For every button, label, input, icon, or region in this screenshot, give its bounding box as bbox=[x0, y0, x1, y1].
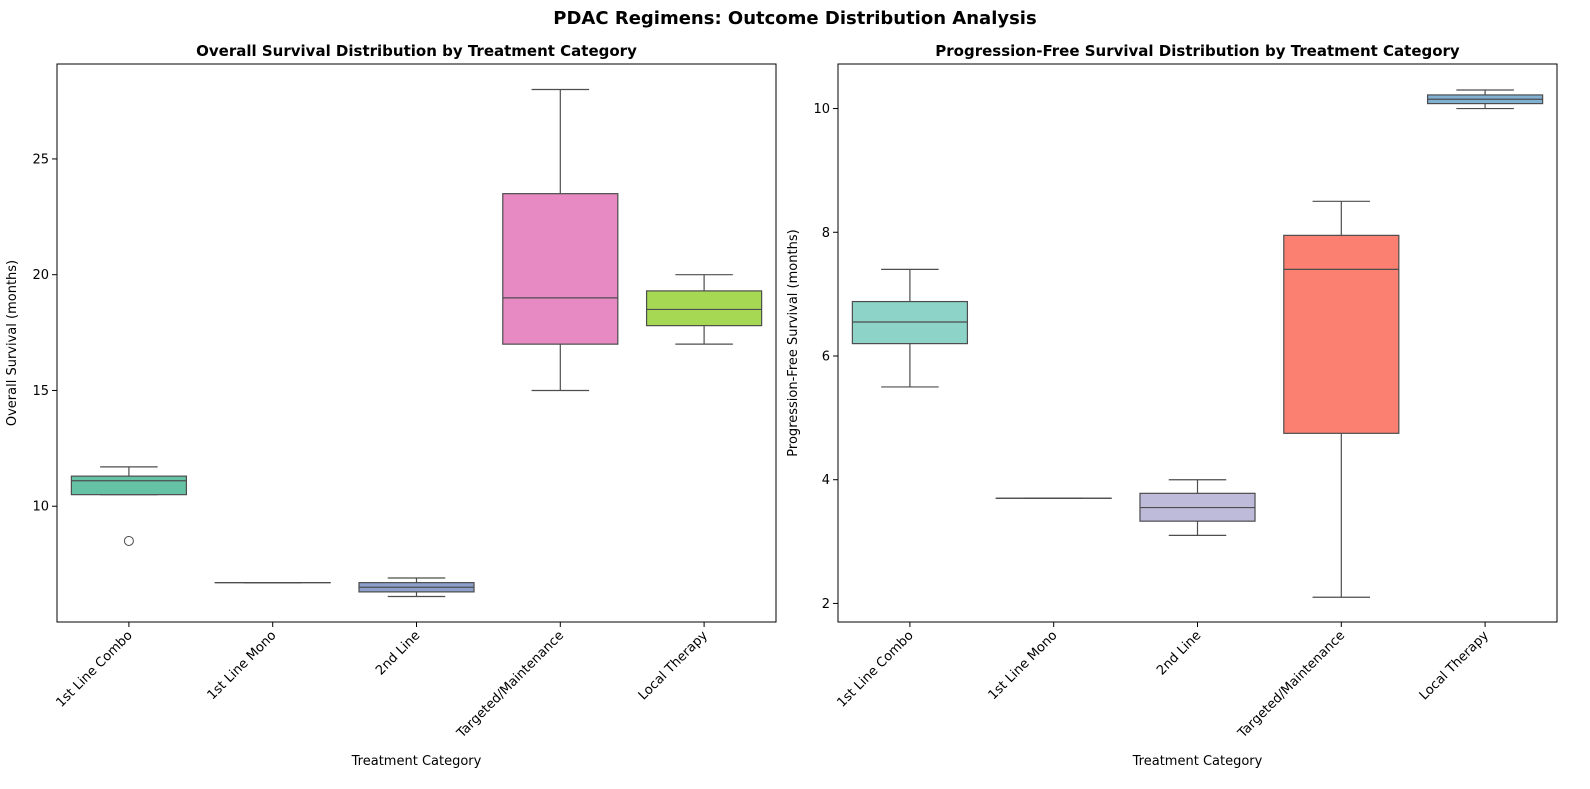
x-tick-label-targeted-maintenance: Targeted/Maintenance bbox=[1235, 628, 1349, 742]
iqr-box bbox=[1283, 234, 1400, 434]
x-tick-label-local-therapy: Local Therapy bbox=[1417, 628, 1492, 703]
plot-area-frame bbox=[56, 63, 777, 623]
box-local-therapy bbox=[1426, 89, 1544, 110]
y-axis-label: Overall Survival (months) bbox=[5, 260, 20, 426]
box-2nd-line bbox=[1139, 479, 1256, 536]
box-local-therapy bbox=[645, 274, 763, 345]
iqr-box bbox=[851, 300, 969, 345]
y-tick-label: 6 bbox=[822, 349, 830, 364]
x-tick-label-2nd-line: 2nd Line bbox=[1154, 628, 1204, 678]
y-tick-label: 10 bbox=[813, 102, 830, 117]
progression-free-survival-chart: Progression-Free Survival Distribution b… bbox=[786, 42, 1558, 769]
x-tick-label-1st-line-mono: 1st Line Mono bbox=[986, 628, 1061, 703]
y-tick-label: 10 bbox=[32, 500, 49, 515]
overall-survival-chart: Overall Survival Distribution by Treatme… bbox=[5, 42, 777, 769]
figure-title: PDAC Regimens: Outcome Distribution Anal… bbox=[553, 8, 1036, 29]
box-1st-line-combo bbox=[70, 466, 188, 546]
x-tick-label-targeted-maintenance: Targeted/Maintenance bbox=[454, 628, 568, 742]
y-tick-label: 2 bbox=[822, 597, 830, 612]
chart-title: Progression-Free Survival Distribution b… bbox=[935, 42, 1460, 60]
y-tick-label: 20 bbox=[32, 268, 49, 283]
x-tick-label-1st-line-combo: 1st Line Combo bbox=[53, 628, 135, 710]
x-tick-label-1st-line-combo: 1st Line Combo bbox=[834, 628, 916, 710]
outlier-point bbox=[123, 535, 134, 546]
x-axis-label: Treatment Category bbox=[1132, 754, 1263, 769]
box-2nd-line bbox=[358, 577, 475, 598]
iqr-box bbox=[645, 290, 763, 327]
x-tick-label-2nd-line: 2nd Line bbox=[373, 628, 423, 678]
box-1st-line-combo bbox=[851, 268, 969, 388]
x-tick-label-1st-line-mono: 1st Line Mono bbox=[205, 628, 280, 703]
x-tick-label-local-therapy: Local Therapy bbox=[636, 628, 711, 703]
y-tick-label: 4 bbox=[822, 473, 830, 488]
chart-title: Overall Survival Distribution by Treatme… bbox=[196, 42, 637, 60]
y-tick-label: 25 bbox=[32, 152, 49, 167]
box-targeted-maintenance bbox=[502, 88, 619, 392]
y-tick-label: 8 bbox=[822, 226, 830, 241]
box-targeted-maintenance bbox=[1283, 200, 1400, 598]
iqr-box bbox=[502, 193, 619, 345]
y-axis-label: Progression-Free Survival (months) bbox=[786, 229, 801, 456]
y-tick-label: 15 bbox=[32, 384, 49, 399]
x-axis-label: Treatment Category bbox=[351, 754, 482, 769]
iqr-box bbox=[70, 475, 188, 496]
